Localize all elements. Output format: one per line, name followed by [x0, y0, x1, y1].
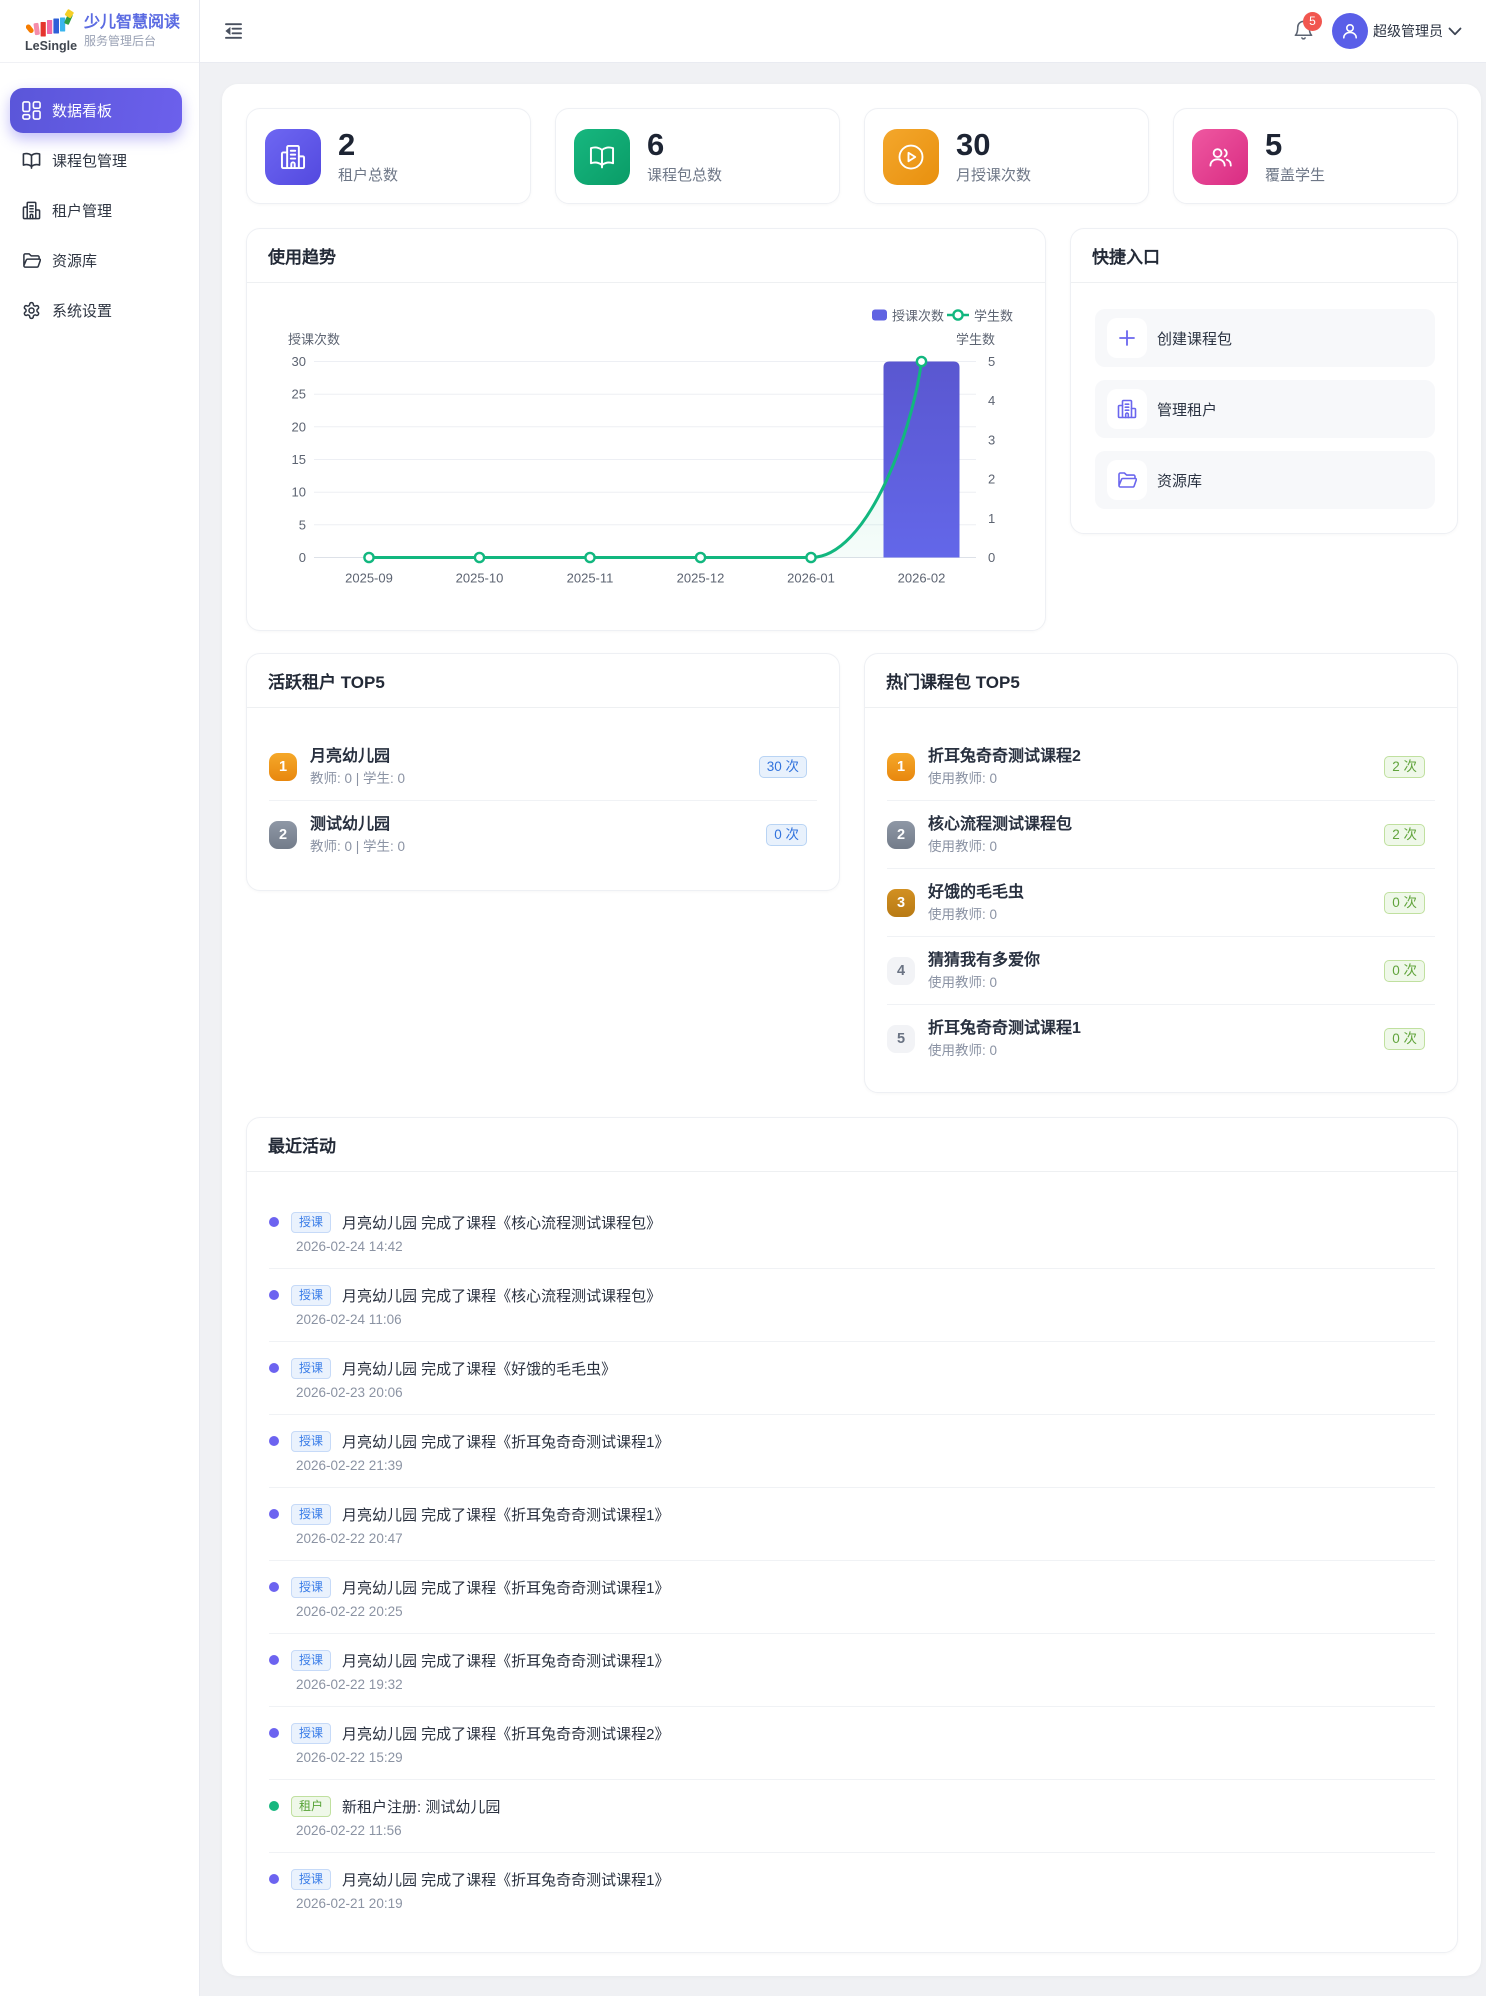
svg-text:授课次数: 授课次数 — [288, 332, 340, 347]
svg-text:2: 2 — [988, 472, 995, 487]
svg-text:2026-02: 2026-02 — [898, 571, 946, 586]
svg-text:2025-10: 2025-10 — [456, 571, 504, 586]
svg-text:20: 20 — [292, 419, 306, 434]
svg-text:15: 15 — [292, 452, 306, 467]
svg-text:3: 3 — [988, 432, 995, 447]
svg-text:学生数: 学生数 — [956, 332, 995, 347]
svg-text:10: 10 — [292, 485, 306, 500]
svg-text:2025-09: 2025-09 — [345, 571, 393, 586]
svg-text:25: 25 — [292, 387, 306, 402]
svg-text:2026-01: 2026-01 — [787, 571, 835, 586]
svg-text:5: 5 — [988, 354, 995, 369]
svg-text:2025-12: 2025-12 — [677, 571, 725, 586]
svg-text:5: 5 — [299, 517, 306, 532]
svg-text:0: 0 — [988, 550, 995, 565]
svg-text:授课次数: 授课次数 — [892, 309, 944, 324]
svg-text:2025-11: 2025-11 — [567, 571, 614, 586]
svg-text:1: 1 — [988, 511, 995, 526]
svg-text:4: 4 — [988, 393, 995, 408]
svg-text:学生数: 学生数 — [974, 309, 1013, 324]
svg-text:30: 30 — [292, 354, 306, 369]
svg-text:0: 0 — [299, 550, 306, 565]
